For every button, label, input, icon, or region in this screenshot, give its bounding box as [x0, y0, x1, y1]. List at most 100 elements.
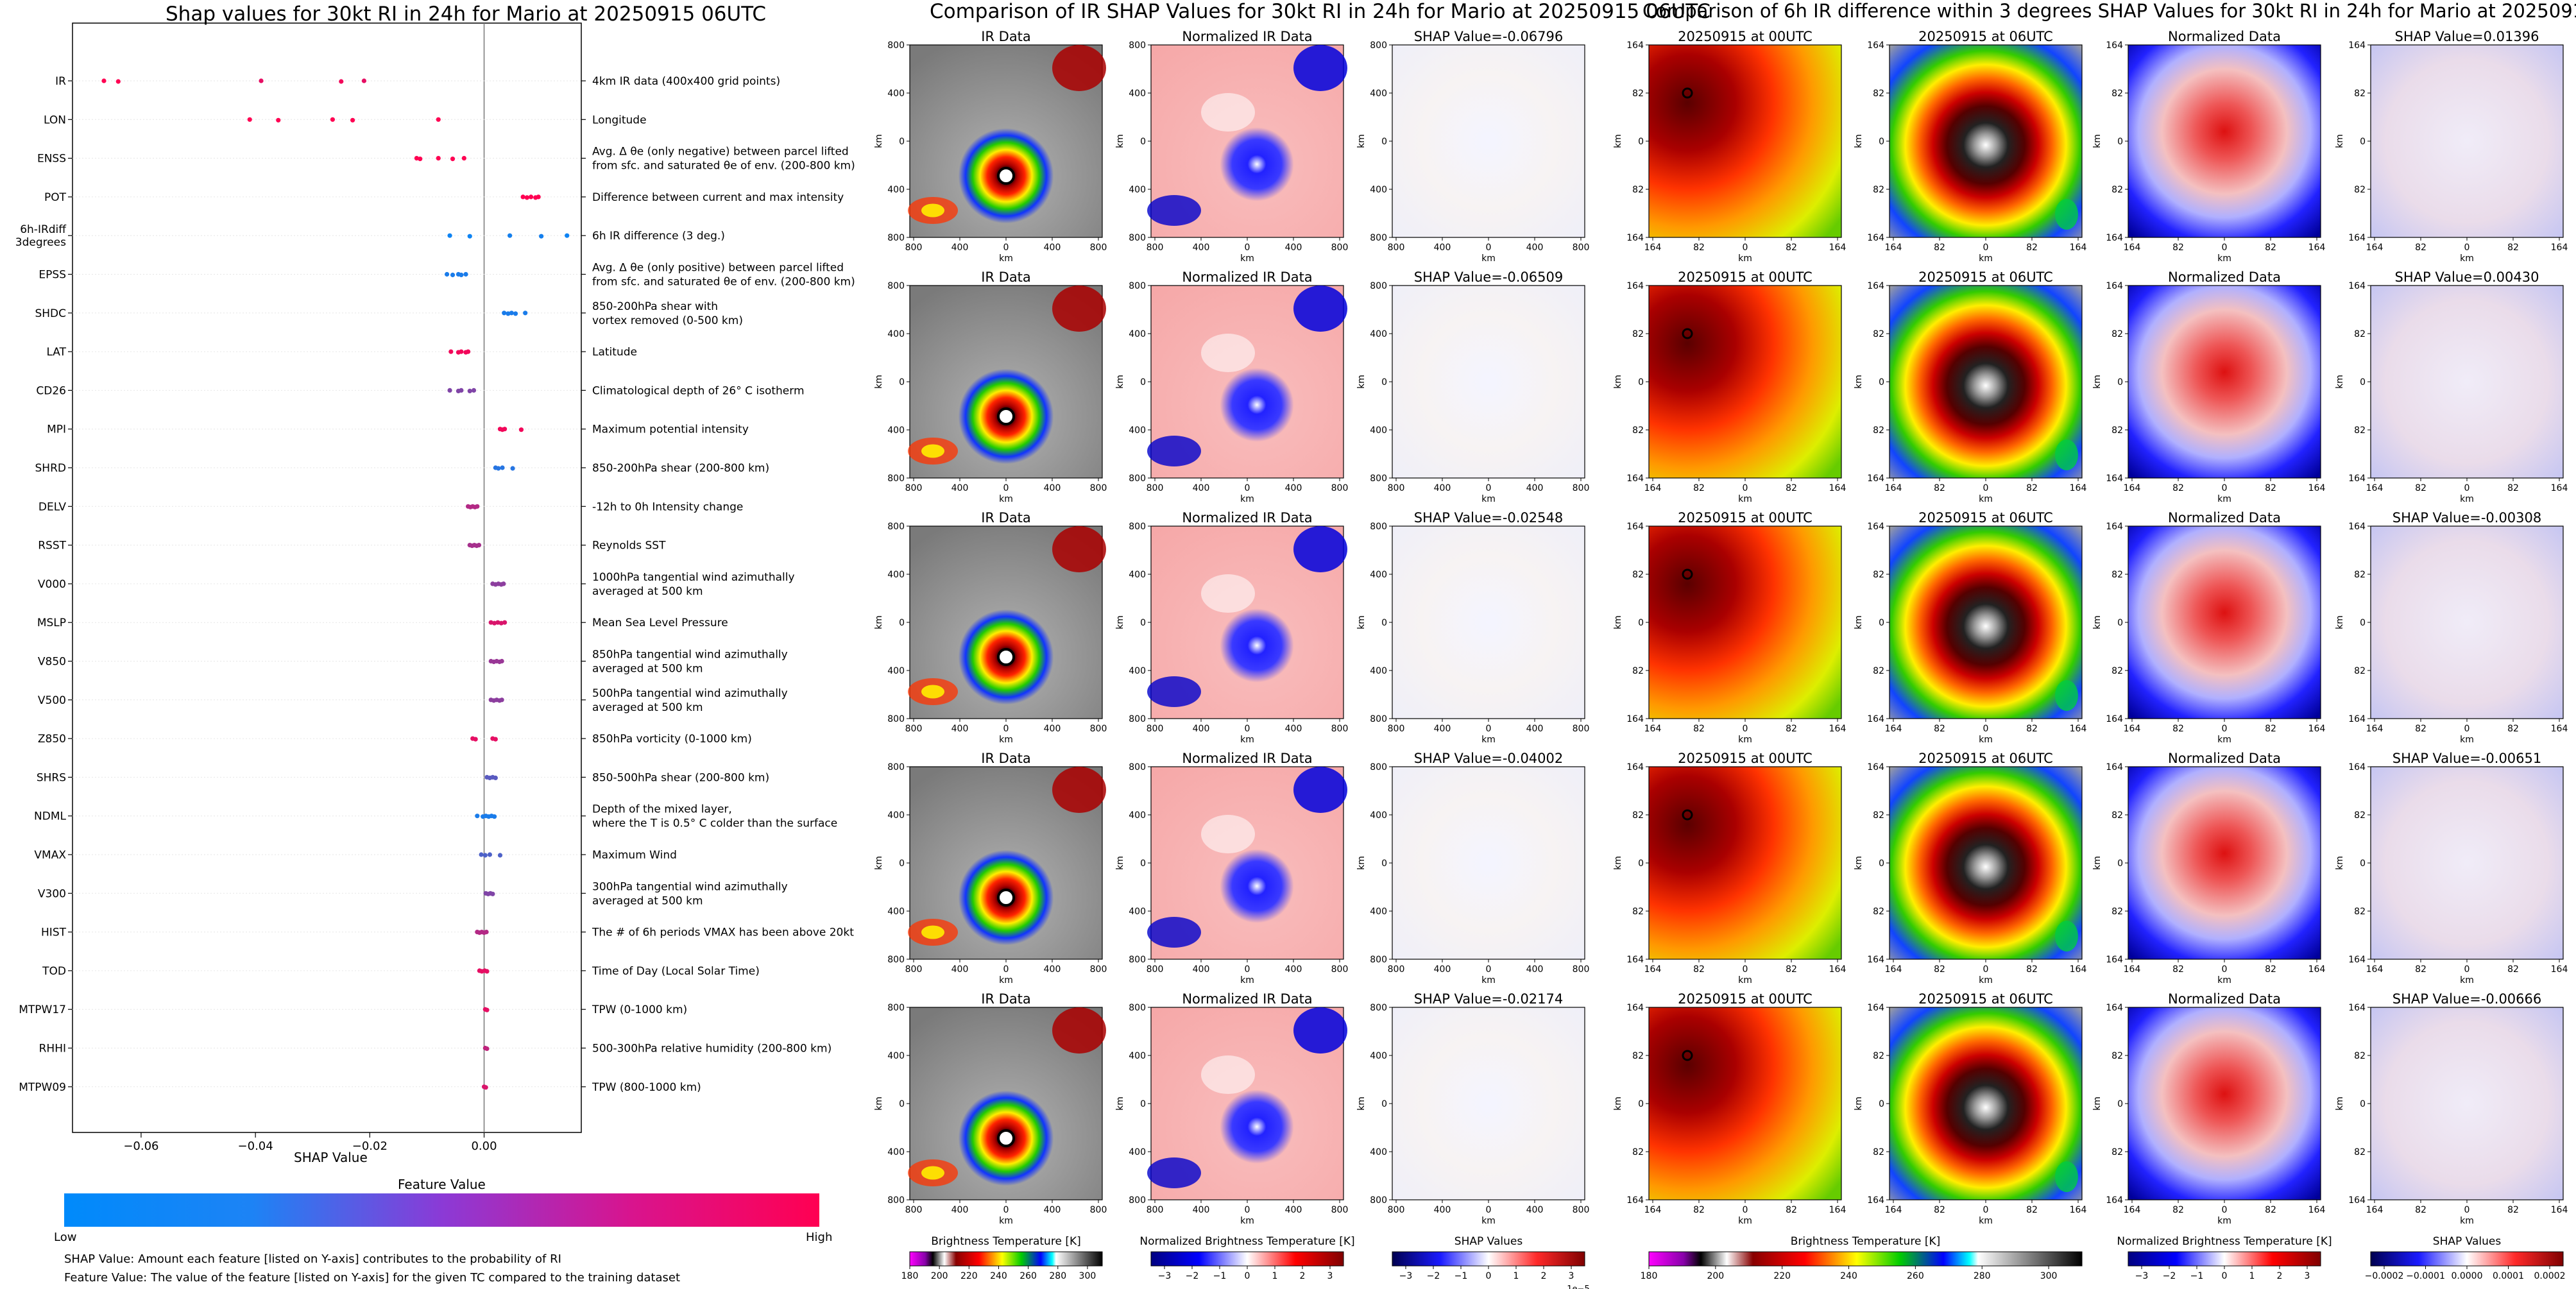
- panel-ytick-label: 164: [1867, 281, 1884, 291]
- panel-xtick-label: 0: [1003, 964, 1009, 975]
- panel-ytick-label: 164: [2106, 1195, 2123, 1206]
- panel-xtick-label: 164: [1829, 243, 1847, 253]
- panel-xtick-label: 400: [1285, 243, 1302, 253]
- panel-ytick-label: 82: [1632, 810, 1644, 821]
- panel-ylabel: km: [2335, 134, 2345, 148]
- panel-ylabel: km: [2092, 856, 2103, 870]
- colorbar-title: SHAP Values: [1454, 1235, 1523, 1248]
- panel-ytick-label: 0: [1638, 858, 1644, 869]
- panel-xlabel: km: [1481, 253, 1496, 264]
- panel-xlabel: km: [1979, 735, 1993, 745]
- shap-point: [339, 79, 344, 84]
- panel-ytick-label: 800: [1370, 955, 1387, 965]
- panel-ytick-label: 164: [1867, 233, 1884, 243]
- panel-ytick-label: 400: [1129, 570, 1146, 580]
- panel-ytick-label: 164: [2348, 522, 2366, 532]
- feature-description: from sfc. and saturated θe of env. (200-…: [592, 160, 855, 173]
- shap-point: [502, 311, 507, 316]
- panel-ytick-label: 82: [1873, 185, 1884, 195]
- shap-point: [491, 814, 497, 819]
- panel-xtick-label: 0: [1245, 483, 1250, 493]
- irdiff-06utc-panel: [1889, 525, 2083, 719]
- panel-xtick-label: 800: [1331, 483, 1349, 493]
- irdiff-00utc-panel: [1648, 766, 1842, 960]
- panel-ytick-label: 164: [2348, 281, 2366, 291]
- panel-xtick-label: 164: [2366, 243, 2384, 253]
- shap-point: [508, 233, 513, 238]
- panel-xtick-label: 82: [1693, 724, 1705, 734]
- shap-point: [499, 658, 504, 664]
- feature-description: Avg. Δ θe (only positive) between parcel…: [592, 262, 844, 275]
- panel-title: IR Data: [981, 991, 1031, 1007]
- panel-xtick-label: 400: [1044, 1205, 1061, 1215]
- shap-xtick-label: −0.06: [123, 1140, 158, 1153]
- panel-xlabel: km: [1738, 735, 1752, 745]
- panel-xtick-label: 800: [1573, 243, 1590, 253]
- panel-xtick-label: 164: [1829, 1205, 1847, 1215]
- panel-ytick-label: 400: [887, 666, 905, 676]
- shap-point: [565, 233, 570, 238]
- panel-title: 20250915 at 00UTC: [1678, 751, 1813, 766]
- colorbar-tick-label: 200: [931, 1271, 948, 1281]
- feature-name-label: CD26: [36, 384, 66, 397]
- panel-ytick-label: 164: [1867, 1195, 1884, 1206]
- feature-description: TPW (800-1000 km): [592, 1081, 701, 1094]
- feature-name-label: LAT: [46, 346, 66, 359]
- panel-ytick-label: 82: [2354, 185, 2366, 195]
- panel-xtick-label: 0: [1245, 243, 1250, 253]
- panel-xtick-label: 800: [1388, 1205, 1405, 1215]
- shap-point: [520, 194, 525, 200]
- panel-xtick-label: 800: [905, 483, 923, 493]
- panel-xtick-label: 400: [951, 483, 969, 493]
- panel-xtick-label: 82: [1934, 964, 1945, 975]
- panel-ytick-label: 0: [1879, 377, 1884, 388]
- panel-ylabel: km: [2335, 375, 2345, 389]
- panel-xtick-label: 400: [1044, 964, 1061, 975]
- panel-xlabel: km: [1240, 975, 1254, 986]
- panel-xtick-label: 82: [1934, 483, 1945, 493]
- norm-band: [1147, 1157, 1201, 1188]
- colorbar-tick-label: 260: [1907, 1271, 1924, 1281]
- panel-xtick-label: 400: [951, 1205, 969, 1215]
- panel-xtick-label: 400: [1526, 724, 1544, 734]
- feature-name-label: RHHI: [39, 1043, 66, 1055]
- feature-description: 500hPa tangential wind azimuthally: [592, 687, 788, 700]
- feature-description: where the T is 0.5° C colder than the su…: [592, 817, 837, 830]
- panel-ytick-label: 164: [2106, 762, 2123, 773]
- feature-name-label: HIST: [41, 926, 67, 939]
- rainbow-marker: [1682, 1050, 1693, 1061]
- shap-point: [247, 117, 252, 122]
- shap-point: [483, 1085, 488, 1090]
- shap-point: [459, 388, 464, 393]
- panel-xtick-label: 400: [1285, 724, 1302, 734]
- feature-name-label: V850: [38, 656, 66, 669]
- panel-xtick-label: 400: [1193, 724, 1210, 734]
- panel-ytick-label: 400: [887, 907, 905, 917]
- panel-xtick-label: 400: [1044, 243, 1061, 253]
- panel-ylabel: km: [1854, 1097, 1864, 1111]
- shap-point: [461, 156, 466, 161]
- panel-xtick-label: 164: [2366, 964, 2384, 975]
- panel-xtick-label: 400: [1526, 483, 1544, 493]
- panel-ytick-label: 0: [1381, 1099, 1387, 1109]
- panel-ylabel: km: [874, 615, 884, 629]
- irdiff-shap-panel: [2370, 766, 2564, 960]
- shap-point: [509, 311, 514, 316]
- irdiff-00utc-panel: [1648, 525, 1842, 719]
- feature-description: Avg. Δ θe (only negative) between parcel…: [592, 146, 849, 158]
- panel-ytick-label: 0: [1140, 618, 1146, 628]
- shap-ir-panel: [1392, 1007, 1585, 1200]
- panel-xtick-label: 164: [2070, 724, 2087, 734]
- panel-title: Normalized IR Data: [1182, 510, 1312, 525]
- panel-ylabel: km: [2335, 615, 2345, 629]
- ir-band-core: [921, 685, 944, 699]
- shap-point: [276, 117, 281, 123]
- panel-ylabel: km: [1356, 1097, 1367, 1111]
- panel-xtick-label: 400: [1285, 964, 1302, 975]
- colorbar-tick-label: 0.0002: [2534, 1271, 2566, 1281]
- rainbow-marker: [1682, 809, 1693, 821]
- panel-ytick-label: 400: [887, 810, 905, 821]
- panel-xtick-label: 0: [1245, 1205, 1250, 1215]
- panel-xtick-label: 82: [1786, 483, 1797, 493]
- panel-ytick-label: 800: [1129, 233, 1146, 243]
